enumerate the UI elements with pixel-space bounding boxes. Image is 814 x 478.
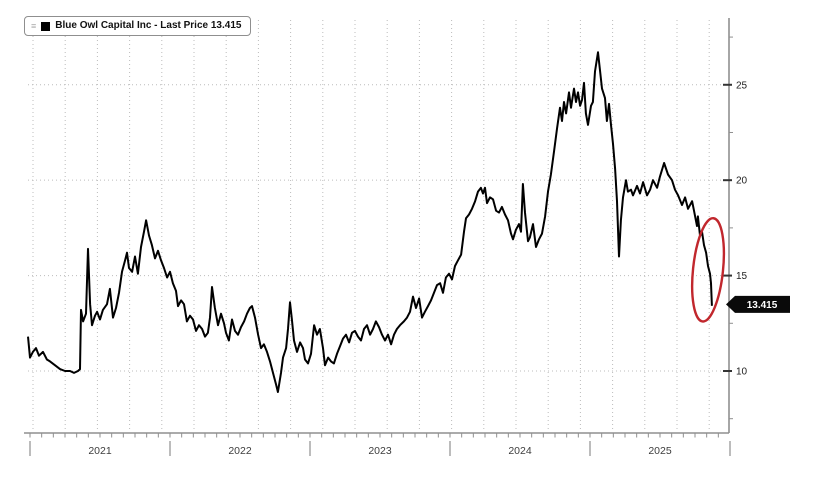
- annotation-ellipse: [690, 217, 726, 323]
- y-axis-label: 15: [736, 271, 748, 282]
- last-price-tag-shape: [726, 295, 790, 313]
- x-axis-year-label: 2023: [368, 445, 392, 457]
- x-axis-year-label: 2024: [508, 445, 532, 457]
- legend-box[interactable]: ≡ Blue Owl Capital Inc - Last Price 13.4…: [24, 16, 252, 36]
- y-axis-label: 20: [736, 176, 748, 187]
- grid-lines: [28, 20, 728, 432]
- y-axis-label: 25: [736, 80, 748, 91]
- legend-label: Blue Owl Capital Inc - Last Price 13.415: [55, 20, 242, 31]
- legend-grip-icon: ≡: [31, 21, 37, 31]
- x-axis-year-label: 2021: [88, 445, 112, 457]
- last-price-tag-value: 13.415: [747, 300, 778, 311]
- last-price-tag: 13.415: [726, 295, 790, 313]
- x-axis-year-label: 2025: [648, 445, 672, 457]
- legend-series-swatch: [41, 21, 51, 31]
- x-axis-year-label: 2022: [228, 445, 252, 457]
- price-line: [27, 51, 713, 393]
- y-axis-label: 10: [736, 366, 748, 377]
